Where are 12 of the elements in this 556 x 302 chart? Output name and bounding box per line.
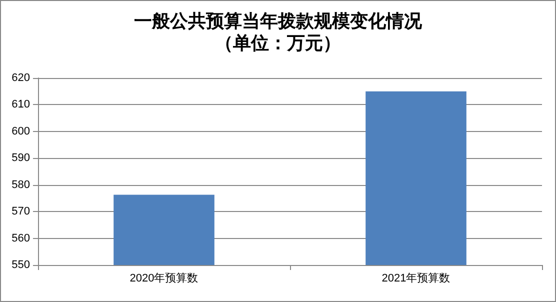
- y-tick-label: 580: [12, 178, 30, 191]
- x-tick-label: 2020年预算数: [130, 272, 198, 284]
- y-tick-label: 590: [12, 152, 30, 164]
- y-tick-label: 620: [12, 72, 30, 84]
- x-tick-label: 2021年预算数: [382, 272, 450, 284]
- chart-subtitle: （单位：万元）: [215, 33, 341, 53]
- chart-title: 一般公共预算当年拨款规模变化情况: [134, 11, 423, 31]
- y-tick-label: 550: [12, 259, 30, 271]
- y-tick-label: 610: [12, 98, 30, 111]
- y-tick-label: 600: [12, 125, 30, 138]
- y-tick-label: 560: [12, 232, 30, 244]
- y-tick-label: 570: [12, 206, 30, 218]
